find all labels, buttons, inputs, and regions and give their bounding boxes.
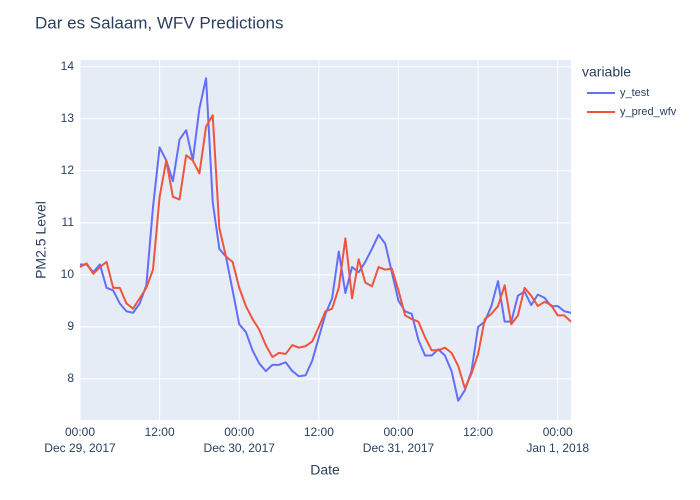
- series-line: [79, 114, 572, 390]
- y-tick-label: 10: [61, 267, 75, 281]
- chart-title: Dar es Salaam, WFV Predictions: [35, 13, 283, 32]
- x-tick-label: 00:00 Dec 31, 2017: [362, 425, 435, 455]
- y-tick-label: 12: [61, 163, 75, 177]
- x-tick-label: 00:00 Dec 30, 2017: [203, 425, 275, 455]
- plot-area: [80, 60, 571, 420]
- y-tick-label: 14: [61, 59, 75, 73]
- x-axis-title: Date: [310, 462, 340, 478]
- y-tick-label: 8: [67, 371, 74, 385]
- y-tick-label: 11: [62, 215, 75, 229]
- x-tick-label: 12:00: [463, 425, 494, 439]
- y-axis-title: PM2.5 Level: [33, 201, 49, 279]
- legend-label: y_test: [620, 87, 649, 99]
- legend-title: variable: [582, 64, 631, 80]
- legend-label: y_pred_wfv: [620, 106, 677, 118]
- y-tick-label: 9: [67, 319, 74, 333]
- y-tick-label: 13: [61, 111, 75, 125]
- x-tick-label: 00:00 Dec 29, 2017: [44, 425, 116, 455]
- series-line: [80, 77, 572, 402]
- x-tick-label: 12:00: [303, 425, 334, 439]
- x-tick-label: 12:00: [144, 425, 175, 439]
- x-tick-label: 00:00 Jan 1, 2018: [526, 425, 590, 455]
